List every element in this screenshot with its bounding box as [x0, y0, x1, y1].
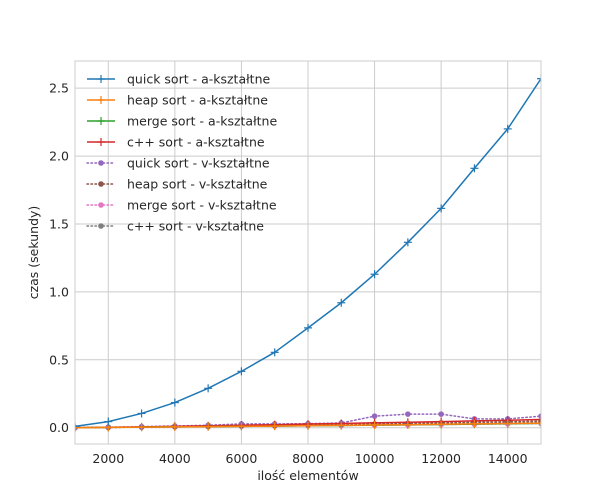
data-point	[371, 413, 378, 419]
y-tick-label: 2.0	[49, 149, 69, 164]
legend-label: merge sort - v-kształtne	[127, 198, 277, 213]
grid	[75, 61, 541, 444]
data-point	[337, 421, 346, 430]
data-point	[170, 422, 179, 431]
series-1	[75, 419, 541, 432]
data-point	[403, 420, 412, 429]
legend-label: heap sort - a-kształtne	[127, 93, 268, 108]
data-point	[270, 422, 279, 431]
x-tick-label: 8000	[292, 451, 324, 466]
y-tick-label: 0.0	[49, 420, 69, 435]
legend-marker	[98, 202, 104, 208]
data-point	[237, 422, 246, 431]
y-tick-label: 0.5	[49, 352, 69, 367]
x-tick-label: 6000	[226, 451, 258, 466]
data-point	[503, 124, 512, 133]
plot-series	[75, 74, 541, 432]
data-point	[137, 423, 146, 432]
data-point	[304, 323, 312, 332]
data-point	[470, 164, 479, 173]
data-point	[438, 411, 444, 417]
data-point	[537, 415, 541, 424]
data-point	[405, 411, 411, 417]
data-point	[270, 348, 279, 357]
legend-item: c++ sort - v-kształtne	[86, 219, 264, 234]
legend-item: heap sort - a-kształtne	[87, 93, 268, 108]
legend-item: merge sort - v-kształtne	[86, 198, 277, 213]
y-tick-label: 2.5	[49, 81, 69, 96]
data-point	[403, 238, 412, 247]
x-tick-label: 10000	[355, 451, 395, 466]
data-point	[470, 419, 479, 428]
y-axis-label: czas (sekundy)	[26, 206, 41, 300]
legend-marker	[97, 96, 105, 104]
legend-item: quick sort - a-kształtne	[87, 72, 270, 87]
data-point	[237, 367, 246, 376]
legend-marker	[97, 75, 105, 83]
legend-marker	[97, 138, 105, 146]
data-point	[304, 421, 312, 430]
data-point	[537, 74, 541, 83]
data-point	[337, 298, 346, 307]
legend-marker	[98, 181, 104, 187]
legend-marker	[97, 117, 105, 125]
legend-label: quick sort - a-kształtne	[127, 72, 270, 87]
legend-marker	[98, 223, 104, 229]
legend-marker	[98, 160, 104, 166]
data-point	[204, 384, 213, 393]
legend-item: quick sort - v-kształtne	[86, 156, 270, 171]
plot-frame	[74, 60, 542, 445]
y-tick-label: 1.5	[49, 216, 69, 231]
legend-label: quick sort - v-kształtne	[127, 156, 270, 171]
legend-label: heap sort - v-kształtne	[127, 177, 268, 192]
tick-labels: 2000 4000 6000 8000 10000 12000 14000 0.0 0.5 1.0…	[49, 81, 528, 466]
series-0	[75, 74, 541, 431]
legend-item: c++ sort - a-kształtne	[87, 135, 265, 150]
legend-item: merge sort - a-kształtne	[87, 114, 277, 129]
legend-label: c++ sort - v-kształtne	[127, 219, 264, 234]
x-axis-label: ilość elementów	[257, 468, 358, 483]
data-point	[437, 420, 446, 429]
data-point	[370, 270, 379, 279]
data-point	[204, 422, 213, 431]
data-point	[170, 398, 179, 407]
data-point	[437, 204, 446, 213]
data-point	[75, 422, 79, 431]
x-tick-label: 12000	[421, 451, 461, 466]
data-point	[137, 409, 146, 418]
x-tick-label: 4000	[159, 451, 191, 466]
legend-item: heap sort - v-kształtne	[86, 177, 268, 192]
data-point	[75, 423, 79, 432]
data-point	[370, 420, 379, 429]
data-point	[503, 419, 512, 428]
legend: quick sort - a-kształtne heap sort - a-ks…	[86, 72, 277, 234]
x-tick-label: 14000	[488, 451, 528, 466]
data-point	[537, 419, 541, 428]
x-tick-label: 2000	[92, 451, 124, 466]
legend-label: c++ sort - a-kształtne	[127, 135, 265, 150]
y-tick-label: 1.0	[49, 284, 69, 299]
legend-label: merge sort - a-kształtne	[127, 114, 277, 129]
data-point	[104, 417, 113, 426]
